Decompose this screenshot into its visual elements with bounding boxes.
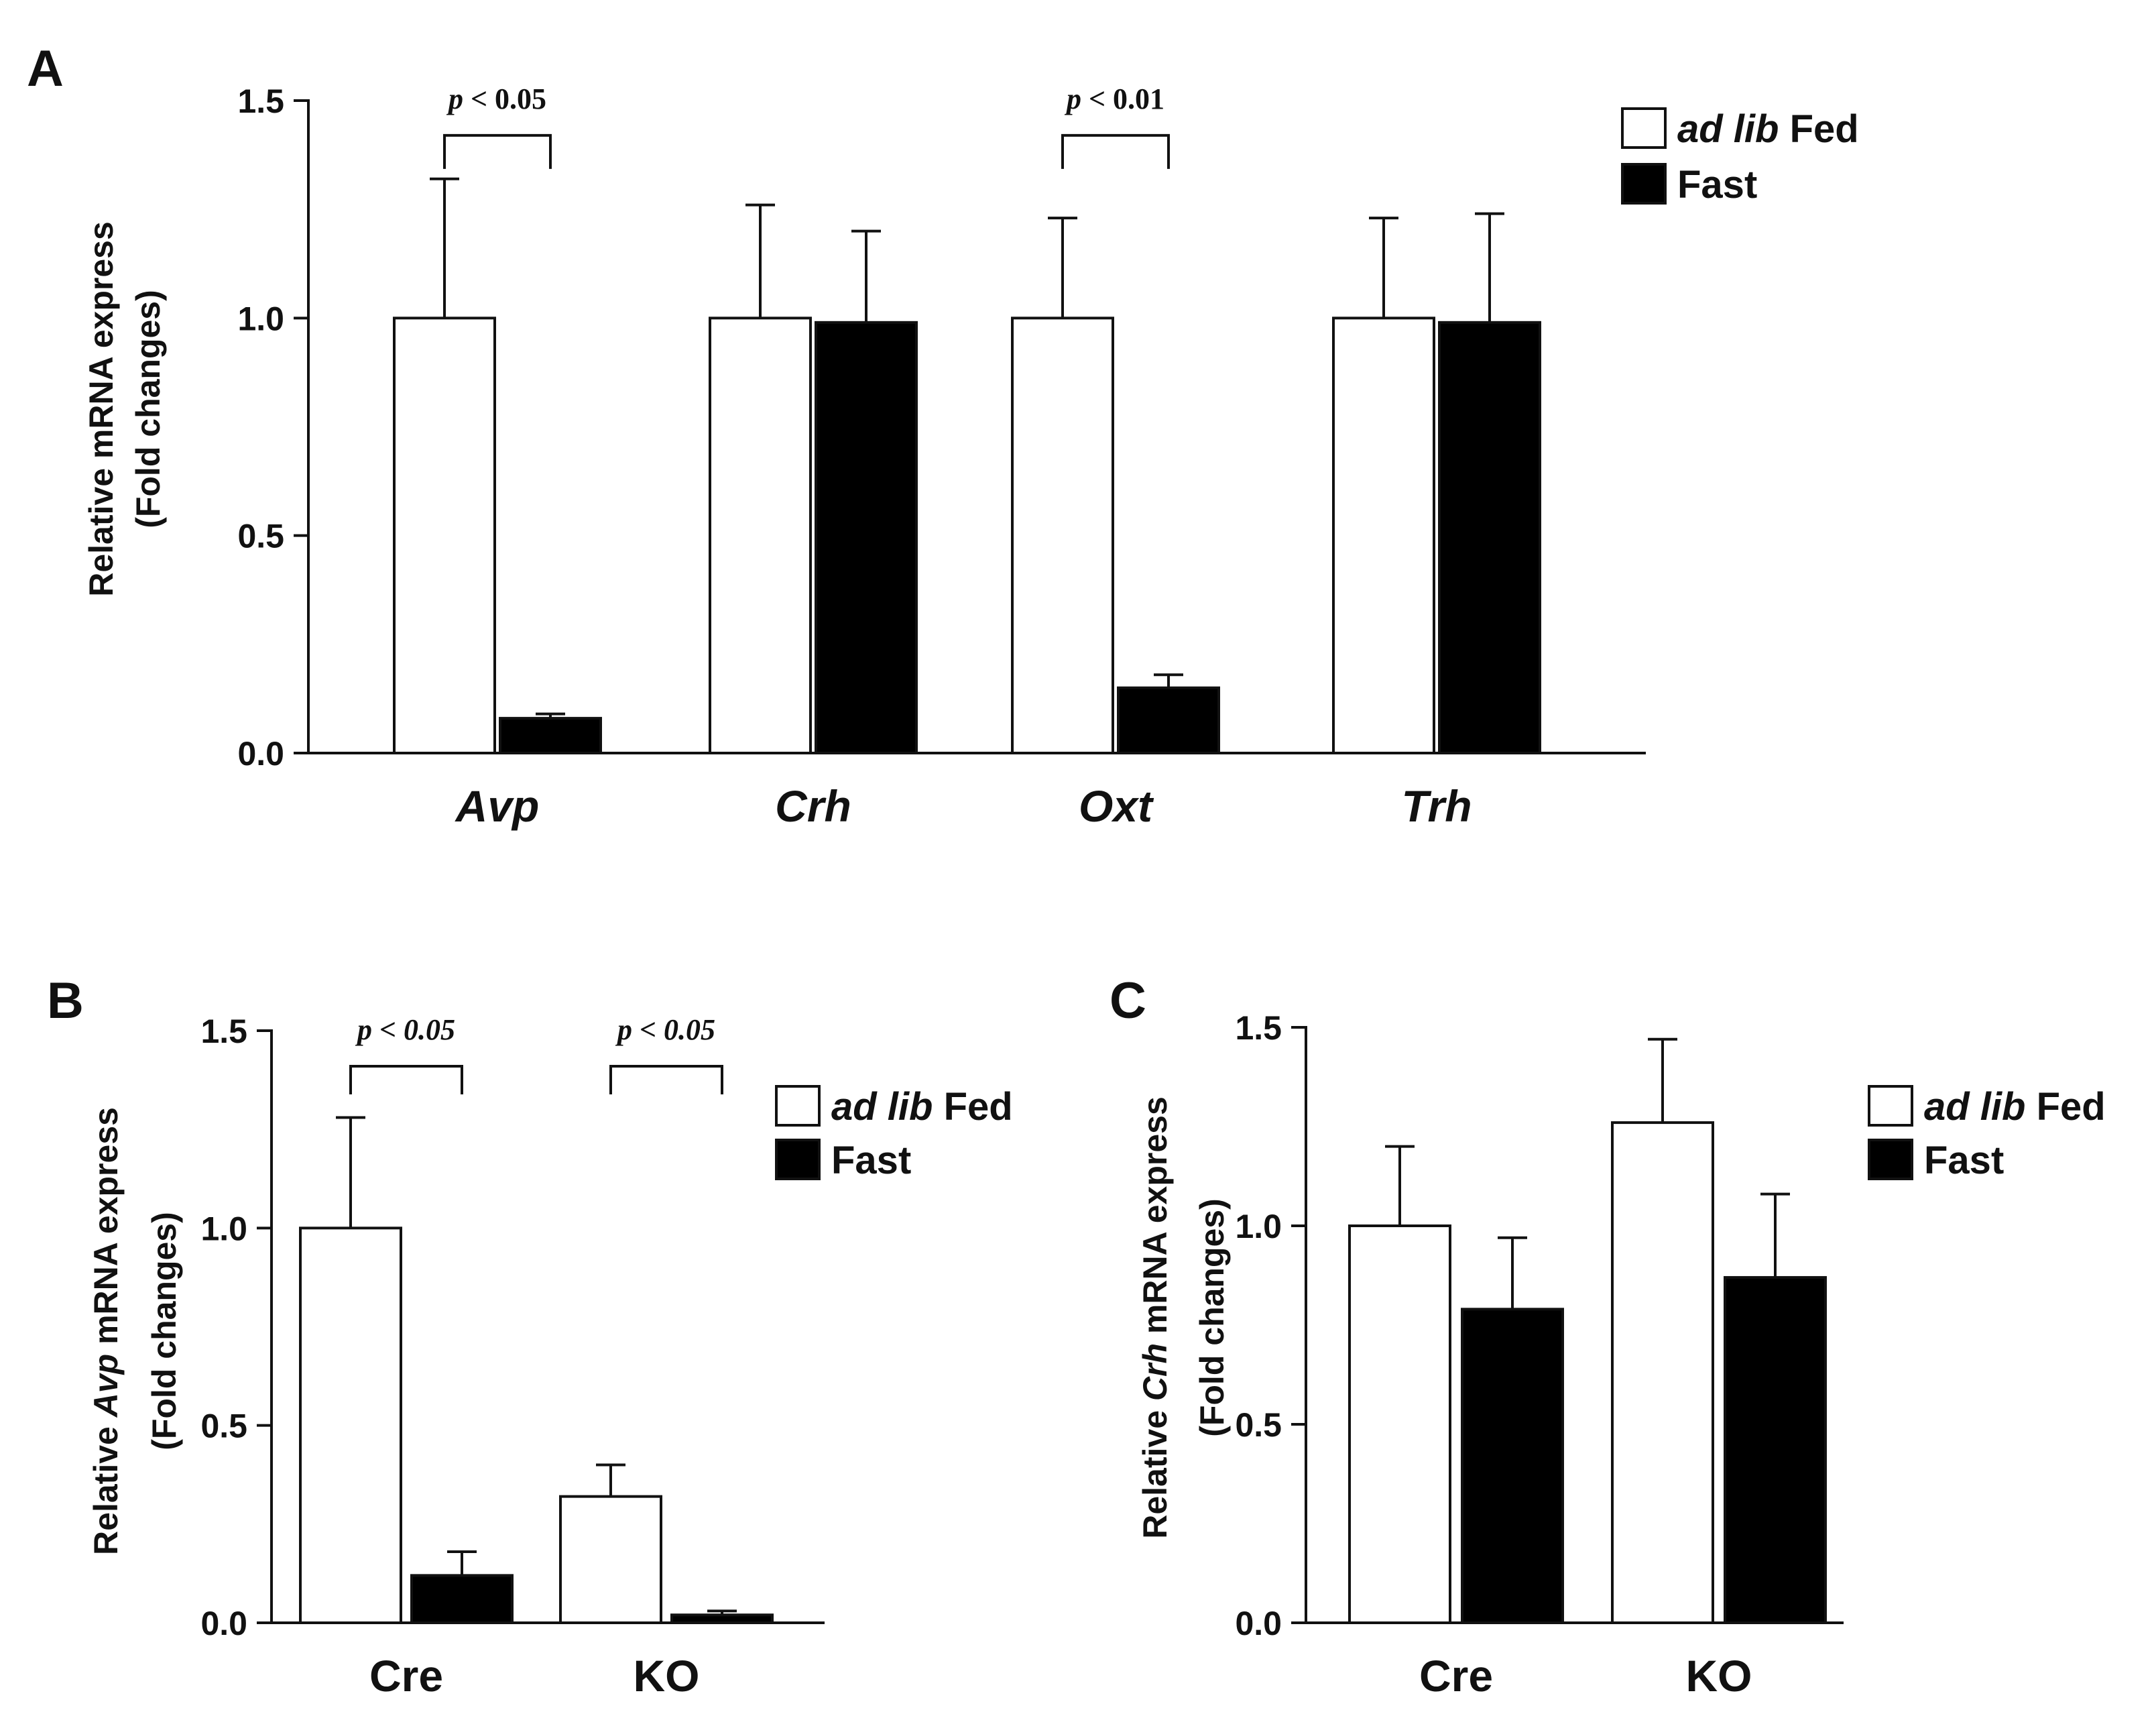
legend-swatch-fed: [1868, 1085, 1913, 1127]
bar-cre-fast: [410, 1574, 514, 1625]
legend-swatch-fast: [775, 1139, 821, 1180]
category-label-oxt: Oxt: [1079, 781, 1154, 831]
legend-label-fed: ad lib Fed: [831, 1085, 1013, 1129]
bar-avp-fed: [393, 317, 496, 755]
y-axis-label-text: mRNA express: [1136, 1096, 1174, 1343]
panel-label: B: [47, 972, 84, 1029]
legend-label-fed: ad lib Fed: [1924, 1085, 2106, 1129]
bar-cre-fed: [299, 1226, 402, 1625]
significance-bracket: [349, 1064, 463, 1094]
category-label-cre: Cre: [1419, 1651, 1493, 1701]
bar-ko-fast: [670, 1613, 774, 1624]
y-tick-label: 0.0: [200, 1605, 247, 1642]
significance-label: p < 0.05: [615, 1013, 715, 1046]
bar-oxt-fast: [1117, 686, 1220, 754]
bar-oxt-fed: [1011, 317, 1114, 755]
legend-label-fast: Fast: [831, 1139, 911, 1182]
y-tick-label: 1.5: [237, 82, 284, 120]
category-label-ko: KO: [1686, 1651, 1752, 1701]
category-label-trh: Trh: [1401, 781, 1472, 831]
p-value: < 0.05: [632, 1013, 715, 1046]
legend-swatch-fast: [1621, 163, 1667, 205]
y-tick-label: 1.5: [200, 1013, 247, 1050]
significance-bracket: [609, 1064, 723, 1094]
bar-ko-fed: [559, 1495, 662, 1625]
significance-bracket: [1061, 133, 1170, 169]
legend-italic: ad lib: [831, 1085, 933, 1129]
p-value: < 0.05: [463, 82, 546, 115]
legend-label-fast: Fast: [1924, 1139, 2004, 1182]
y-axis-label: Relative mRNA express: [82, 221, 120, 597]
y-tick-label: 0.0: [1235, 1605, 1282, 1642]
p-symbol: p: [615, 1013, 632, 1046]
y-tick-label: 0.5: [200, 1408, 247, 1445]
legend-swatch-fed: [1621, 107, 1667, 149]
legend-swatch-fed: [775, 1085, 821, 1127]
y-axis-label-units: (Fold changes): [129, 290, 167, 528]
y-axis-label-gene: Crh: [1136, 1343, 1174, 1401]
y-axis-label: Relative Crh mRNA express: [1136, 1096, 1174, 1539]
category-label-avp: Avp: [455, 781, 540, 831]
y-tick-label: 0.5: [1235, 1406, 1282, 1444]
significance-label: p < 0.05: [446, 82, 546, 115]
legend-swatch-fast: [1868, 1139, 1913, 1180]
y-axis-label-text: Relative: [1136, 1401, 1174, 1539]
panel-label: C: [1110, 972, 1146, 1029]
significance-label: p < 0.01: [1064, 82, 1164, 115]
y-tick-label: 0.5: [237, 518, 284, 555]
legend-label-fed: ad lib Fed: [1677, 107, 1859, 151]
significance-label: p < 0.05: [355, 1013, 455, 1046]
legend-text: Fed: [1779, 107, 1858, 151]
panel-c: C 0.0 0.5 1.0 1.5 Relative Crh mRNA express (F…: [1110, 972, 2106, 1701]
legend-text: Fed: [933, 1085, 1012, 1129]
y-axis-label-text: Relative: [87, 1417, 125, 1555]
y-tick-label: 1.0: [200, 1210, 247, 1247]
category-label-cre: Cre: [369, 1651, 443, 1701]
legend-label-fast: Fast: [1677, 163, 1757, 207]
bar-ko-fast: [1724, 1275, 1827, 1624]
p-symbol: p: [355, 1013, 372, 1046]
y-axis-label-units: (Fold changes): [1193, 1198, 1231, 1437]
bar-trh-fed: [1332, 317, 1435, 755]
legend-italic: ad lib: [1924, 1085, 2025, 1129]
significance-bracket: [443, 133, 552, 169]
y-tick-label: 1.5: [1235, 1009, 1282, 1047]
y-axis-label-units: (Fold changes): [145, 1212, 183, 1450]
p-symbol: p: [1064, 82, 1081, 115]
bar-cre-fed: [1348, 1224, 1451, 1624]
category-label-crh: Crh: [775, 781, 851, 831]
y-axis-label-text: mRNA express: [87, 1107, 125, 1354]
panel-b: B 0.0 0.5 1.0 1.5 Relative Avp mRNA express (F…: [47, 972, 1013, 1701]
p-value: < 0.01: [1081, 82, 1164, 115]
y-tick-label: 0.0: [237, 735, 284, 773]
legend-italic: ad lib: [1677, 107, 1779, 151]
bar-crh-fast: [815, 321, 918, 754]
panel-label: A: [27, 40, 64, 97]
bar-ko-fed: [1611, 1121, 1714, 1624]
legend-text: Fed: [2025, 1085, 2105, 1129]
y-axis-label-text: Relative mRNA express: [82, 221, 120, 597]
bar-crh-fed: [709, 317, 812, 755]
bar-trh-fast: [1438, 321, 1541, 754]
y-axis-label-gene: Avp: [87, 1354, 125, 1418]
y-tick-label: 1.0: [1235, 1208, 1282, 1245]
y-axis-label: Relative Avp mRNA express: [87, 1107, 125, 1555]
panel-a: A 0.0 0.5 1.0 1.5 Relative mRNA express (Fold …: [27, 40, 1859, 831]
p-value: < 0.05: [372, 1013, 455, 1046]
y-tick-label: 1.0: [237, 300, 284, 337]
bar-cre-fast: [1461, 1308, 1564, 1624]
bar-avp-fast: [499, 717, 602, 755]
category-label-ko: KO: [634, 1651, 700, 1701]
p-symbol: p: [446, 82, 463, 115]
